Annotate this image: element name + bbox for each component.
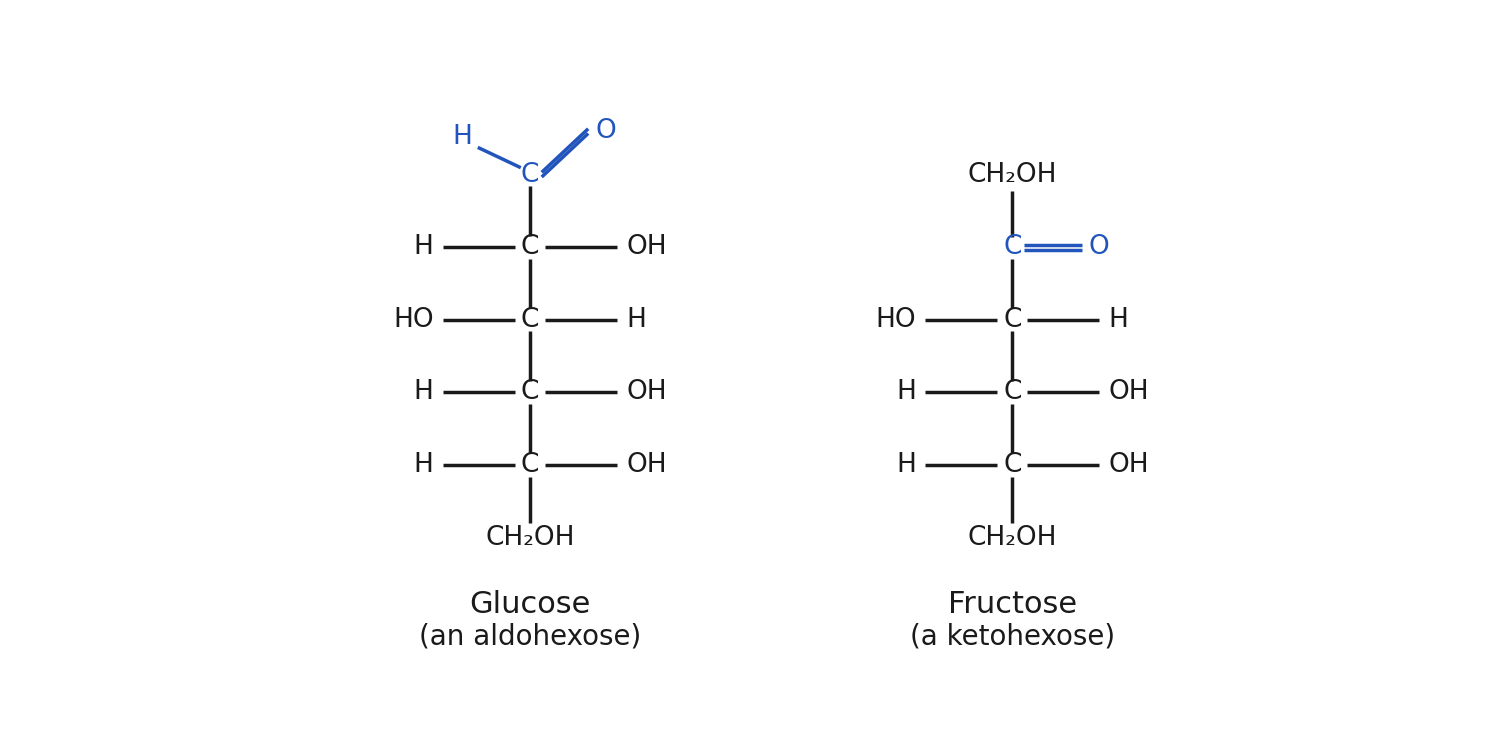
Text: C: C: [520, 307, 540, 333]
Text: HO: HO: [875, 307, 916, 333]
Text: (an aldohexose): (an aldohexose): [418, 622, 642, 650]
Text: H: H: [1109, 307, 1129, 333]
Text: OH: OH: [1109, 379, 1150, 406]
Text: HO: HO: [393, 307, 433, 333]
Text: H: H: [627, 307, 646, 333]
Text: (a ketohexose): (a ketohexose): [910, 622, 1115, 650]
Text: OH: OH: [627, 234, 667, 260]
Text: OH: OH: [627, 452, 667, 478]
Text: OH: OH: [627, 379, 667, 406]
Text: C: C: [1003, 307, 1021, 333]
Text: H: H: [414, 452, 433, 478]
Text: H: H: [896, 452, 916, 478]
Text: C: C: [520, 379, 540, 406]
Text: C: C: [1003, 234, 1021, 260]
Text: H: H: [453, 124, 472, 150]
Text: H: H: [414, 379, 433, 406]
Text: H: H: [896, 379, 916, 406]
Text: CH₂OH: CH₂OH: [967, 161, 1057, 188]
Text: OH: OH: [1109, 452, 1150, 478]
Text: CH₂OH: CH₂OH: [967, 525, 1057, 550]
Text: Fructose: Fructose: [947, 590, 1076, 619]
Text: C: C: [1003, 452, 1021, 478]
Text: H: H: [414, 234, 433, 260]
Text: C: C: [520, 234, 540, 260]
Text: CH₂OH: CH₂OH: [486, 525, 574, 550]
Text: C: C: [520, 452, 540, 478]
Text: C: C: [520, 161, 540, 188]
Text: Glucose: Glucose: [469, 590, 591, 619]
Text: O: O: [595, 118, 616, 144]
Text: C: C: [1003, 379, 1021, 406]
Text: O: O: [1088, 234, 1109, 260]
